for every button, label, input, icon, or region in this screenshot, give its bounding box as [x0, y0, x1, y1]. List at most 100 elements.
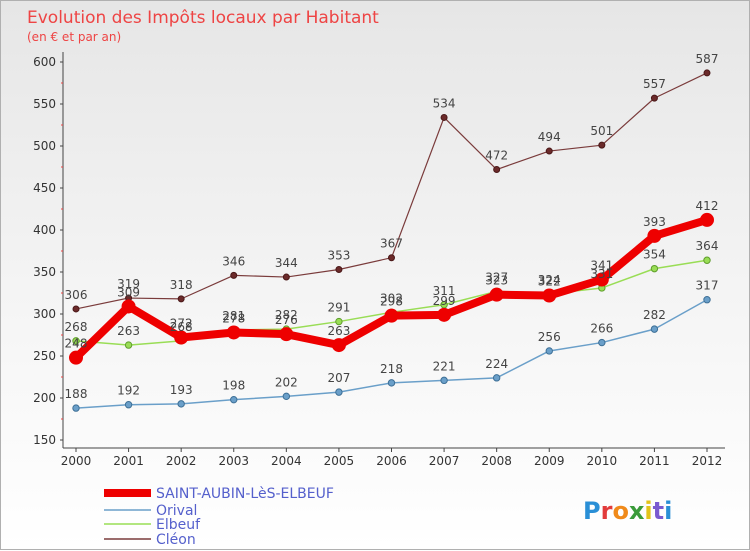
- logo-letter: t: [653, 497, 664, 525]
- data-label: 272: [170, 317, 193, 331]
- chart-title: Evolution des Impôts locaux par Habitant: [27, 8, 379, 28]
- x-tick-label: 2003: [218, 454, 249, 468]
- logo-letter: x: [629, 497, 645, 525]
- data-label: 221: [433, 359, 456, 373]
- data-point-Orival: [440, 376, 448, 385]
- y-tick-label: 400: [33, 223, 56, 237]
- data-point-SAINT-AUBIN-LèS-ELBEUF: [594, 272, 609, 287]
- data-point-Elbeuf: [703, 256, 711, 264]
- data-label: 207: [327, 371, 350, 385]
- data-point-Cléon: [598, 141, 606, 149]
- data-point-Cléon: [282, 273, 290, 281]
- data-label: 354: [643, 248, 666, 262]
- x-tick-label: 2001: [113, 454, 144, 468]
- data-point-Orival: [335, 388, 343, 396]
- data-label: 218: [380, 362, 403, 376]
- logo-letter: P: [583, 497, 601, 525]
- x-tick-label: 2002: [166, 454, 197, 468]
- data-label: 353: [327, 248, 350, 262]
- data-label: 299: [433, 294, 456, 308]
- proxiti-logo: Proxiti: [583, 497, 672, 525]
- data-point-Cléon: [72, 305, 80, 313]
- data-label: 364: [696, 239, 719, 253]
- data-point-Cléon: [230, 271, 238, 279]
- data-point-SAINT-AUBIN-LèS-ELBEUF: [279, 327, 294, 342]
- data-label: 193: [170, 383, 193, 397]
- x-tick-label: 2005: [324, 454, 355, 468]
- logo-letter: r: [601, 497, 613, 525]
- data-label: 224: [485, 357, 508, 371]
- x-tick-label: 2008: [481, 454, 512, 468]
- data-label: 248: [65, 337, 88, 351]
- data-label: 268: [65, 320, 88, 334]
- data-label: 311: [433, 284, 456, 298]
- data-point-Cléon: [703, 69, 711, 77]
- data-point-SAINT-AUBIN-LèS-ELBEUF: [437, 307, 452, 322]
- data-label: 278: [222, 311, 245, 325]
- y-tick-label: 350: [33, 265, 56, 279]
- data-label: 319: [117, 277, 140, 291]
- data-label: 331: [590, 267, 613, 281]
- data-label: 324: [538, 273, 561, 287]
- data-label: 263: [117, 324, 140, 338]
- data-label: 276: [275, 313, 298, 327]
- data-label: 281: [222, 309, 245, 323]
- y-tick-label: 600: [33, 55, 56, 69]
- data-point-SAINT-AUBIN-LèS-ELBEUF: [489, 287, 504, 302]
- x-tick-label: 2000: [61, 454, 92, 468]
- data-point-SAINT-AUBIN-LèS-ELBEUF: [384, 308, 399, 323]
- data-label: 302: [380, 291, 403, 305]
- data-label: 327: [485, 270, 508, 284]
- data-point-SAINT-AUBIN-LèS-ELBEUF: [121, 299, 136, 314]
- legend-label: Orival: [156, 503, 197, 519]
- data-label: 534: [433, 96, 456, 110]
- data-label: 282: [275, 308, 298, 322]
- data-label: 367: [380, 237, 403, 251]
- data-label: 393: [643, 215, 666, 229]
- data-point-Orival: [177, 400, 185, 408]
- data-point-Orival: [72, 404, 80, 412]
- data-point-SAINT-AUBIN-LèS-ELBEUF: [647, 228, 662, 243]
- legend-label: Cléon: [156, 532, 196, 548]
- data-label: 557: [643, 77, 666, 91]
- x-tick-label: 2006: [376, 454, 407, 468]
- data-point-Elbeuf: [650, 264, 659, 273]
- y-tick-label: 200: [33, 391, 56, 405]
- x-tick-label: 2011: [639, 454, 670, 468]
- x-tick-label: 2009: [534, 454, 565, 468]
- data-label: 346: [222, 254, 245, 268]
- data-point-Elbeuf: [335, 317, 343, 326]
- y-tick-label: 250: [33, 349, 56, 363]
- data-point-Orival: [492, 374, 501, 382]
- data-point-SAINT-AUBIN-LèS-ELBEUF: [174, 330, 189, 345]
- y-tick-label: 550: [33, 97, 56, 111]
- data-label: 323: [485, 274, 508, 288]
- data-label: 256: [538, 330, 561, 344]
- data-label: 317: [696, 279, 719, 293]
- data-point-SAINT-AUBIN-LèS-ELBEUF: [331, 338, 346, 353]
- data-label: 268: [170, 320, 193, 334]
- chart-subtitle: (en € et par an): [27, 30, 121, 44]
- data-label: 322: [538, 275, 561, 289]
- logo-letter: i: [644, 497, 652, 525]
- x-tick-label: 2010: [587, 454, 618, 468]
- data-label: 344: [275, 256, 298, 270]
- data-point-Orival: [387, 379, 396, 387]
- data-point-Orival: [598, 338, 606, 347]
- data-point-Cléon: [493, 166, 501, 174]
- data-point-Orival: [703, 296, 711, 304]
- data-label: 202: [275, 375, 298, 389]
- data-point-Orival: [545, 347, 553, 355]
- y-tick-label: 150: [33, 433, 56, 447]
- data-label: 341: [590, 259, 613, 273]
- data-point-SAINT-AUBIN-LèS-ELBEUF: [542, 288, 557, 303]
- data-point-Cléon: [650, 94, 658, 102]
- data-point-Cléon: [388, 254, 395, 262]
- data-label: 263: [327, 324, 350, 338]
- data-point-SAINT-AUBIN-LèS-ELBEUF: [226, 325, 241, 340]
- data-point-Cléon: [177, 295, 185, 303]
- data-label: 291: [327, 301, 350, 315]
- legend-label: SAINT-AUBIN-LèS-ELBEUF: [156, 486, 334, 502]
- data-point-Orival: [124, 401, 133, 409]
